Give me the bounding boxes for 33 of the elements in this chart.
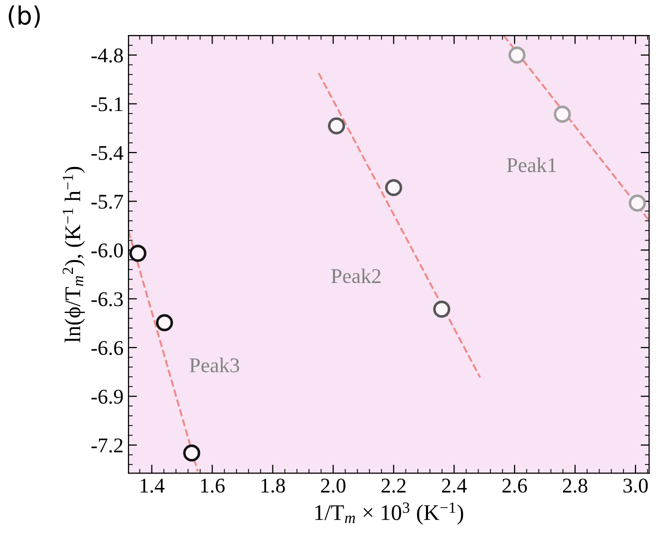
x-tick-label: 2.8	[562, 478, 588, 493]
y-tick-label: -6.9	[91, 390, 123, 404]
point	[385, 179, 402, 196]
chart-title: (b)	[8, 5, 40, 28]
y-tick-label: -6.0	[91, 243, 123, 258]
y-tick-label: -5.7	[91, 194, 124, 209]
point	[508, 46, 526, 64]
point	[554, 106, 571, 123]
point	[156, 314, 174, 332]
point	[628, 194, 646, 212]
x-tick-label: 1.4	[140, 478, 164, 493]
y-tick-label: -5.1	[91, 97, 122, 112]
series-label: Peak1	[506, 158, 556, 172]
point	[129, 244, 146, 262]
y-axis-title: ln(ϕ/T$_{m}$$^{2}$), (K$^{−1}$ h$^{−1}$)	[62, 166, 85, 342]
series-label: Peak3	[190, 358, 240, 372]
point	[328, 117, 346, 134]
x-axis-title: 1/T$_{m}$ × 10$^{3}$ (K$^{−1}$)	[315, 502, 464, 525]
x-tick-label: 1.6	[201, 478, 225, 493]
point	[433, 300, 450, 318]
y-tick-label: -6.3	[91, 292, 123, 306]
point	[183, 444, 200, 462]
x-tick-label: 2.6	[502, 478, 527, 493]
x-tick-label: 2.0	[321, 478, 346, 493]
y-tick-label: -5.4	[91, 146, 124, 160]
x-tick-label: 2.2	[382, 478, 406, 493]
y-tick-label: -6.6	[91, 340, 124, 356]
text: Peak2	[331, 268, 380, 284]
y-tick-label: -4.8	[91, 48, 123, 63]
x-tick-label: 1.8	[262, 478, 285, 493]
y-tick-label: -7.2	[91, 438, 122, 453]
x-tick-label: 3.0	[623, 478, 648, 493]
x-tick-label: 2.4	[442, 478, 467, 493]
